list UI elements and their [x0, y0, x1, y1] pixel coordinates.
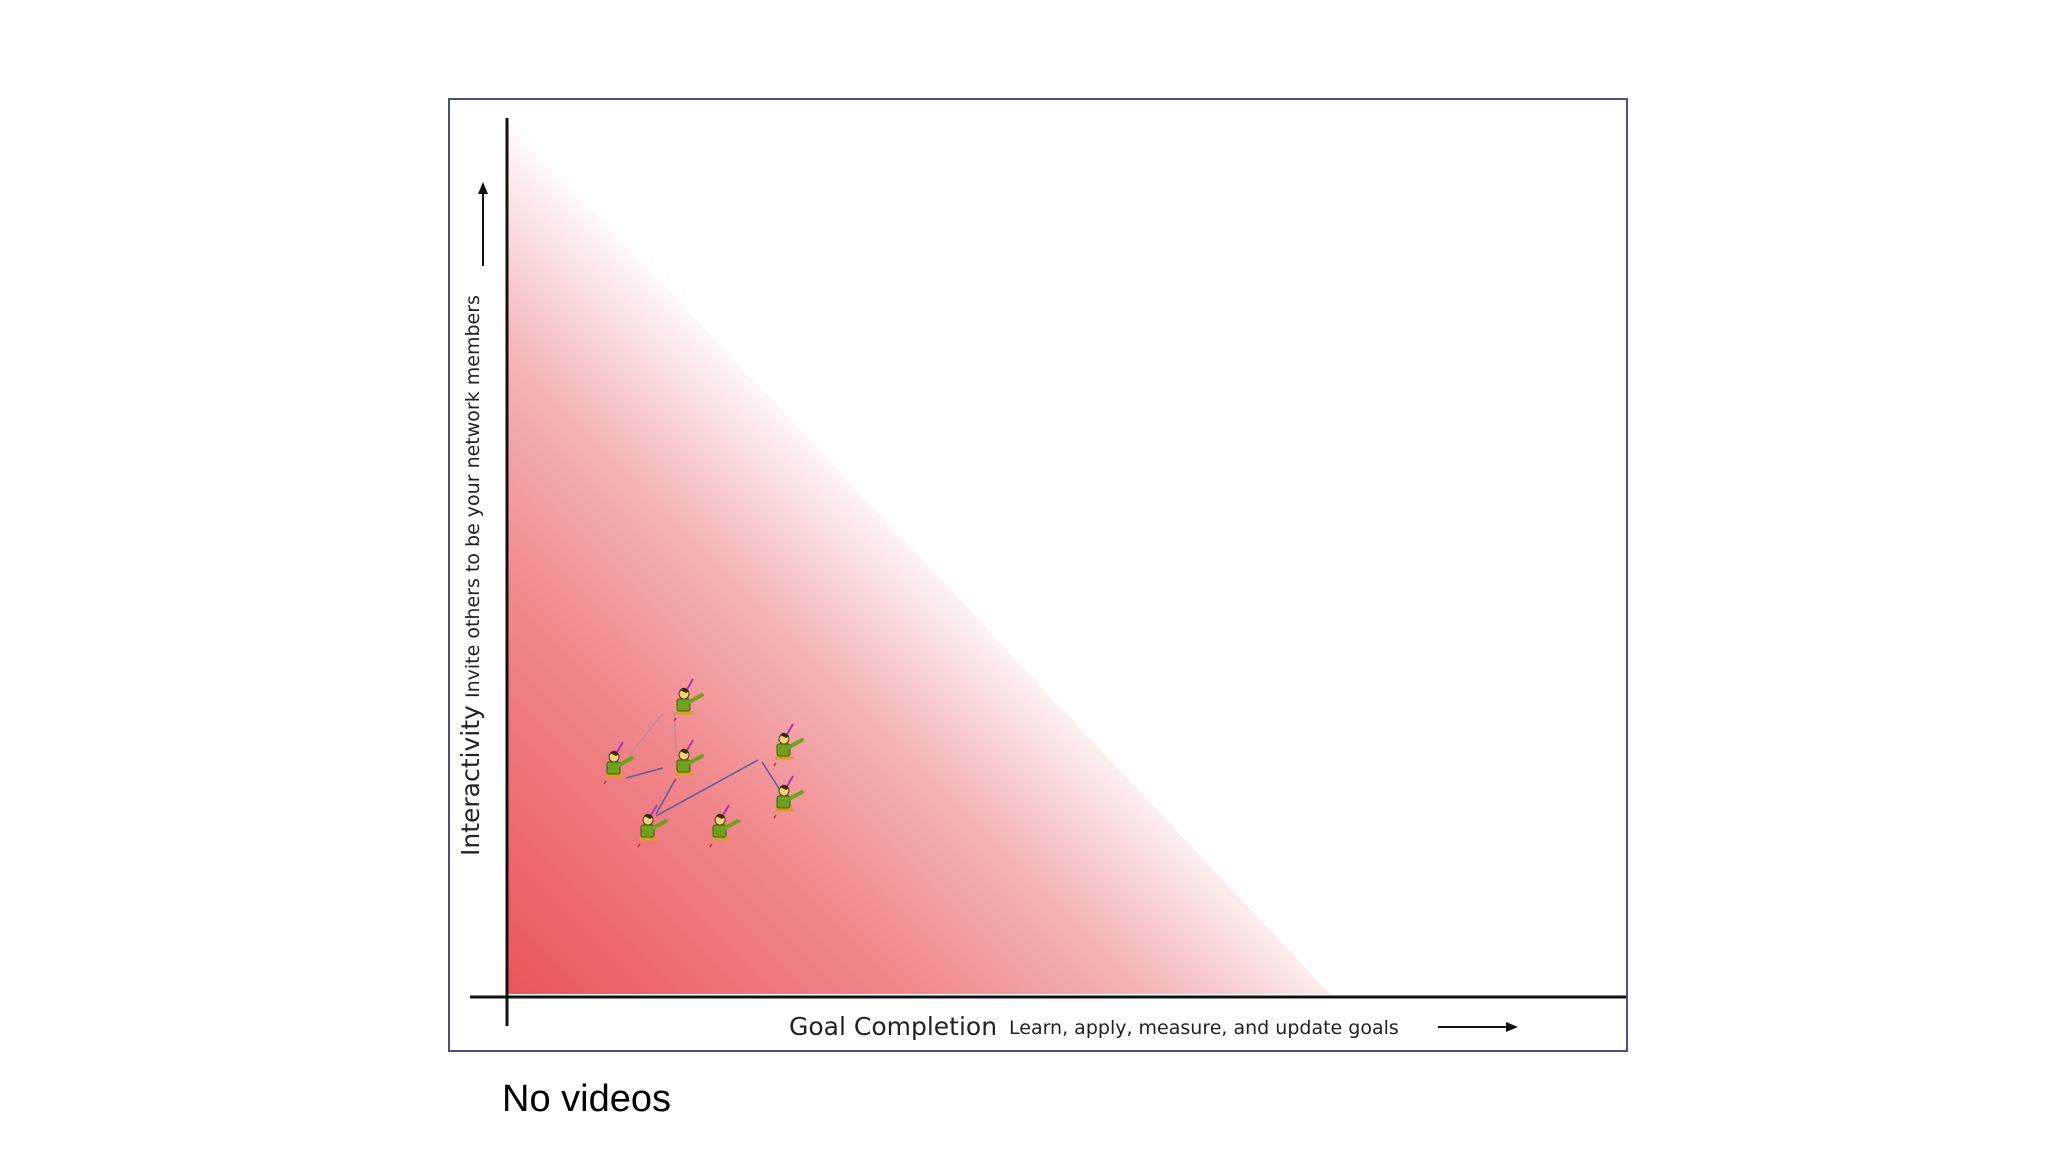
- y-axis-label-group: Interactivity Invite others to be your n…: [456, 295, 485, 856]
- x-axis-title: Goal Completion: [789, 1012, 997, 1041]
- y-axis-arrowhead: [478, 182, 488, 194]
- network-link: [761, 761, 781, 791]
- network-diagram-figure: Interactivity Invite others to be your n…: [448, 98, 1628, 1052]
- interactivity-gradient-area: [507, 118, 1330, 994]
- network-diagram-canvas: Interactivity Invite others to be your n…: [456, 118, 1626, 1041]
- network-link: [655, 779, 676, 815]
- network-link: [673, 711, 677, 753]
- y-axis-title: Interactivity: [456, 705, 485, 856]
- x-axis-arrowhead: [1506, 1022, 1518, 1032]
- x-axis-subtitle: Learn, apply, measure, and update goals: [1009, 1017, 1399, 1039]
- video-status-caption: No videos: [502, 1078, 671, 1120]
- y-axis-subtitle: Invite others to be your network members: [462, 295, 484, 698]
- network-links: [617, 711, 781, 817]
- network-link: [625, 767, 664, 779]
- network-link: [655, 759, 759, 817]
